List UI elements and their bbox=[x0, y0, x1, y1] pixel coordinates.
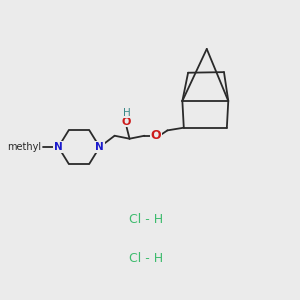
Text: O: O bbox=[122, 117, 131, 127]
Text: Cl - H: Cl - H bbox=[129, 252, 164, 265]
Text: N: N bbox=[54, 142, 63, 152]
Text: methyl: methyl bbox=[7, 142, 41, 152]
Text: H: H bbox=[123, 108, 130, 118]
Text: O: O bbox=[151, 129, 161, 142]
Text: Cl - H: Cl - H bbox=[129, 213, 164, 226]
Text: N: N bbox=[95, 142, 104, 152]
